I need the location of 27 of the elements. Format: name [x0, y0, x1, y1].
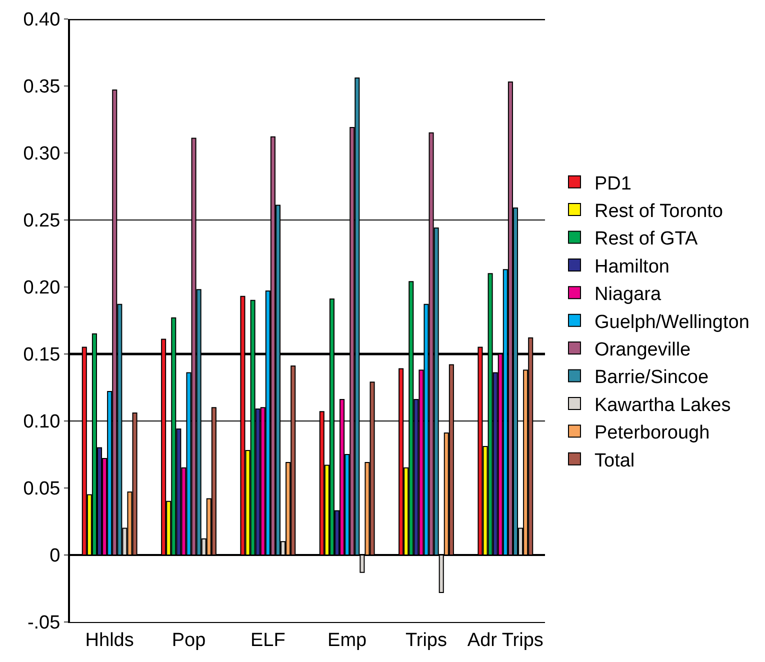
y-tick-label: 0	[50, 546, 60, 567]
x-tick-label: Hhlds	[85, 630, 134, 651]
legend-label: Guelph/Wellington	[594, 312, 750, 333]
x-tick-label: Adr Trips	[467, 630, 544, 651]
legend-label: Hamilton	[594, 256, 670, 278]
x-tick-label: Trips	[405, 630, 448, 651]
legend-label: PD1	[594, 173, 632, 194]
y-tick-label: 0.10	[23, 412, 60, 433]
y-tick-label: -.05	[27, 612, 60, 634]
y-tick-label: 0.15	[23, 344, 60, 366]
legend-label: Niagara	[594, 284, 662, 306]
y-tick-label: 0.40	[23, 10, 60, 31]
legend-label: Peterborough	[594, 422, 710, 444]
x-tick-label: Emp	[328, 630, 367, 651]
legend-label: Kawartha Lakes	[594, 394, 731, 416]
y-tick-label: 0.20	[23, 278, 60, 299]
legend-label: Total	[594, 450, 635, 472]
y-tick-label: 0.30	[23, 144, 60, 165]
legend-label: Barrie/Sincoe	[594, 367, 709, 388]
y-tick-label: 0.35	[23, 76, 60, 98]
legend-label: Orangeville	[594, 339, 691, 360]
y-tick-label: 0.25	[23, 210, 60, 232]
x-tick-label: ELF	[250, 630, 286, 651]
legend-label: Rest of Toronto	[594, 200, 724, 222]
y-tick-label: 0.05	[23, 478, 60, 500]
legend-label: Rest of GTA	[594, 228, 698, 250]
x-tick-label: Pop	[172, 630, 206, 651]
